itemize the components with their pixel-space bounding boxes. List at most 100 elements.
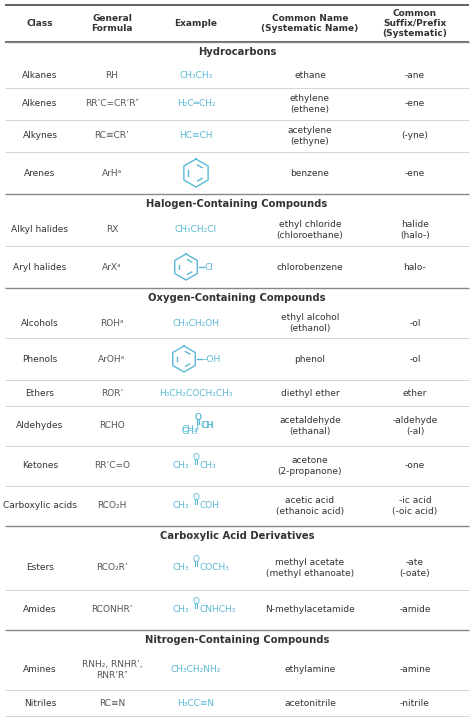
Text: Class: Class: [27, 19, 53, 28]
Text: acetaldehyde
(ethanal): acetaldehyde (ethanal): [279, 417, 341, 435]
Text: Esters: Esters: [26, 563, 54, 573]
Text: Carboxylic Acid Derivatives: Carboxylic Acid Derivatives: [160, 531, 314, 541]
Text: RR’C=O: RR’C=O: [94, 461, 130, 471]
Text: Ketones: Ketones: [22, 461, 58, 471]
Text: CH₃: CH₃: [173, 606, 189, 614]
Text: COCH₃: COCH₃: [200, 563, 230, 573]
Text: CH₃: CH₃: [173, 502, 189, 510]
Text: RH: RH: [106, 71, 118, 79]
Text: ROHᵃ: ROHᵃ: [100, 318, 124, 328]
Text: Nitrogen-Containing Compounds: Nitrogen-Containing Compounds: [145, 635, 329, 645]
Text: RCHO: RCHO: [99, 422, 125, 430]
Text: benzene: benzene: [291, 168, 329, 178]
Text: RCONHR’: RCONHR’: [91, 606, 133, 614]
Text: -ol: -ol: [409, 355, 421, 363]
Text: -ate
(-oate): -ate (-oate): [400, 558, 430, 578]
Text: O: O: [192, 453, 200, 461]
Text: RC≡CR’: RC≡CR’: [95, 131, 129, 141]
Text: CH₃: CH₃: [173, 563, 189, 573]
Text: Aldehydes: Aldehydes: [17, 422, 64, 430]
Text: ArXᵃ: ArXᵃ: [102, 263, 122, 271]
Text: acetonitrile: acetonitrile: [284, 698, 336, 708]
Text: Aryl halides: Aryl halides: [13, 263, 67, 271]
Text: CH₃CH₂NH₂: CH₃CH₂NH₂: [171, 666, 221, 674]
Text: CH₃: CH₃: [200, 461, 217, 471]
Text: General
Formula: General Formula: [91, 14, 133, 33]
Text: ║: ║: [196, 422, 200, 430]
Text: Alkanes: Alkanes: [22, 71, 58, 79]
Text: Oxygen-Containing Compounds: Oxygen-Containing Compounds: [148, 293, 326, 303]
Text: acetylene
(ethyne): acetylene (ethyne): [288, 126, 332, 146]
Text: Amides: Amides: [23, 606, 57, 614]
Text: halo-: halo-: [404, 263, 427, 271]
Text: Cl: Cl: [205, 263, 214, 271]
Text: -nitrile: -nitrile: [400, 698, 430, 708]
Text: Alcohols: Alcohols: [21, 318, 59, 328]
Text: O: O: [194, 412, 201, 422]
Text: COH: COH: [200, 502, 220, 510]
Text: -amide: -amide: [399, 606, 431, 614]
Text: H₃CC≡N: H₃CC≡N: [177, 698, 215, 708]
Text: -one: -one: [405, 461, 425, 471]
Text: Example: Example: [174, 19, 218, 28]
Text: CH: CH: [202, 422, 215, 430]
Text: RCO₂R’: RCO₂R’: [96, 563, 128, 573]
Text: CH₃CH₂OH: CH₃CH₂OH: [173, 318, 219, 328]
Text: CH₃CH₃: CH₃CH₃: [179, 71, 213, 79]
Text: CH₃: CH₃: [173, 461, 189, 471]
Text: ROR’: ROR’: [101, 388, 123, 398]
Text: Arenes: Arenes: [24, 168, 55, 178]
Text: H₃CH₂COCH₂CH₃: H₃CH₂COCH₂CH₃: [159, 388, 233, 398]
Text: RNH₂, RNHR’,
RNR’R″: RNH₂, RNHR’, RNR’R″: [82, 661, 142, 679]
Text: Halogen-Containing Compounds: Halogen-Containing Compounds: [146, 199, 328, 209]
Text: O: O: [192, 492, 200, 502]
Text: ethyl chloride
(chloroethane): ethyl chloride (chloroethane): [277, 220, 343, 240]
Text: Alkyl halides: Alkyl halides: [11, 225, 69, 235]
Text: CH: CH: [201, 422, 214, 430]
Text: RCO₂H: RCO₂H: [97, 502, 127, 510]
Text: -ol: -ol: [409, 318, 421, 328]
Text: ethylene
(ethene): ethylene (ethene): [290, 95, 330, 113]
Text: ether: ether: [403, 388, 427, 398]
Text: Common
Suffix/Prefix
(Systematic): Common Suffix/Prefix (Systematic): [383, 9, 447, 38]
Text: (-yne): (-yne): [401, 131, 428, 141]
Text: halide
(halo-): halide (halo-): [400, 220, 430, 240]
Text: ethane: ethane: [294, 71, 326, 79]
Text: Hydrocarbons: Hydrocarbons: [198, 47, 276, 57]
Text: -ic acid
(-oic acid): -ic acid (-oic acid): [392, 496, 438, 516]
Text: -aldehyde
(-al): -aldehyde (-al): [392, 417, 438, 435]
Text: chlorobenzene: chlorobenzene: [277, 263, 343, 271]
Text: Alkynes: Alkynes: [22, 131, 57, 141]
Text: acetone
(2-propanone): acetone (2-propanone): [278, 456, 342, 476]
Text: Carboxylic acids: Carboxylic acids: [3, 502, 77, 510]
Text: RR’C=CR’R″: RR’C=CR’R″: [85, 100, 139, 108]
Text: Ethers: Ethers: [26, 388, 55, 398]
Text: Amines: Amines: [23, 666, 57, 674]
Text: O: O: [192, 554, 200, 563]
Text: H₂C═CH₂: H₂C═CH₂: [177, 100, 215, 108]
Text: ArHᵃ: ArHᵃ: [102, 168, 122, 178]
Text: acetic acid
(ethanoic acid): acetic acid (ethanoic acid): [276, 496, 344, 516]
Text: -amine: -amine: [399, 666, 431, 674]
Text: Alkenes: Alkenes: [22, 100, 58, 108]
Text: O: O: [194, 414, 201, 422]
Text: CH₃: CH₃: [182, 425, 198, 433]
Text: Nitriles: Nitriles: [24, 698, 56, 708]
Text: O: O: [192, 596, 200, 606]
Text: diethyl ether: diethyl ether: [281, 388, 339, 398]
Text: –OH: –OH: [203, 355, 221, 363]
Text: CH₃CH₂Cl: CH₃CH₂Cl: [175, 225, 217, 235]
Text: phenol: phenol: [294, 355, 326, 363]
Text: -ene: -ene: [405, 100, 425, 108]
Text: Phenols: Phenols: [22, 355, 58, 363]
Text: CH₃: CH₃: [182, 427, 198, 435]
Text: CNHCH₃: CNHCH₃: [200, 606, 237, 614]
Text: N-methylacetamide: N-methylacetamide: [265, 606, 355, 614]
Text: -ane: -ane: [405, 71, 425, 79]
Text: ethylamine: ethylamine: [284, 666, 336, 674]
Text: HC≡CH: HC≡CH: [179, 131, 213, 141]
Text: -ene: -ene: [405, 168, 425, 178]
Text: ArOHᵃ: ArOHᵃ: [99, 355, 126, 363]
Text: RX: RX: [106, 225, 118, 235]
Text: Common Name
(Systematic Name): Common Name (Systematic Name): [261, 14, 359, 33]
